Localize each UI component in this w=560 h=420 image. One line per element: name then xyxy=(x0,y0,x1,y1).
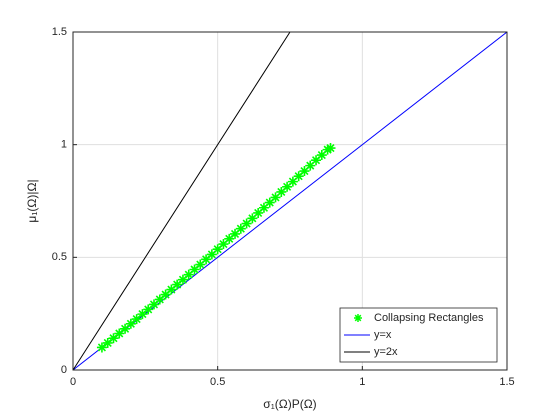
data-point xyxy=(108,333,119,344)
legend-label: y=2x xyxy=(374,346,398,358)
data-point xyxy=(282,181,293,192)
data-point xyxy=(325,143,336,154)
x-tick-label: 1.5 xyxy=(499,376,514,388)
data-point xyxy=(224,233,235,244)
x-tick-label: 0.5 xyxy=(210,376,225,388)
x-tick-label: 1 xyxy=(359,376,365,388)
data-point xyxy=(206,249,217,260)
data-point xyxy=(120,323,131,334)
data-point xyxy=(276,186,287,197)
y-tick-label: 1 xyxy=(61,139,67,151)
plot-layer xyxy=(73,32,507,370)
data-point xyxy=(96,342,107,353)
data-point xyxy=(149,299,160,310)
data-point xyxy=(299,166,310,177)
data-point xyxy=(160,289,171,300)
y-tick-label: 0.5 xyxy=(52,251,67,263)
data-point xyxy=(247,213,258,224)
y-tick-label: 1.5 xyxy=(52,26,67,38)
data-point xyxy=(235,223,246,234)
data-point xyxy=(264,197,275,208)
x-axis-label: σ₁(Ω)P(Ω) xyxy=(263,397,316,411)
data-point xyxy=(172,279,183,290)
data-point xyxy=(258,202,269,213)
line xyxy=(73,32,291,370)
x-tick-label: 0 xyxy=(70,376,76,388)
data-point xyxy=(166,284,177,295)
data-point xyxy=(316,150,327,161)
axes-box xyxy=(72,31,508,371)
data-point xyxy=(287,176,298,187)
data-point xyxy=(270,192,281,203)
data-point xyxy=(189,264,200,275)
data-point xyxy=(311,155,322,166)
data-point xyxy=(218,239,229,250)
data-point xyxy=(154,294,165,305)
data-point xyxy=(195,259,206,270)
legend-label: Collapsing Rectangles xyxy=(374,312,484,324)
data-point xyxy=(131,314,142,325)
data-point xyxy=(253,207,264,218)
legend-marker xyxy=(354,314,362,322)
y-tick-label: 0 xyxy=(61,364,67,376)
data-point xyxy=(230,228,241,239)
data-point xyxy=(102,337,113,348)
data-point xyxy=(177,274,188,285)
data-point xyxy=(125,318,136,329)
data-point xyxy=(212,244,223,255)
data-point xyxy=(201,254,212,265)
data-point xyxy=(183,269,194,280)
data-point xyxy=(114,328,125,339)
y-axis-label: μ₁(Ω)|Ω| xyxy=(25,179,39,222)
data-point xyxy=(143,304,154,315)
legend-label: y=x xyxy=(374,329,392,341)
data-point xyxy=(137,309,148,320)
data-point xyxy=(322,144,333,155)
data-point xyxy=(305,160,316,171)
data-point xyxy=(293,171,304,182)
data-point xyxy=(241,218,252,229)
